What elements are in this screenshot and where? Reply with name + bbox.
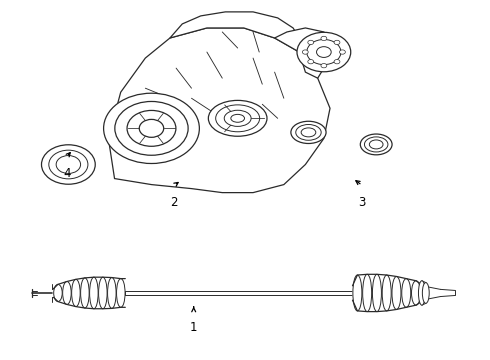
- Circle shape: [103, 93, 199, 163]
- Circle shape: [307, 40, 341, 64]
- Ellipse shape: [63, 282, 71, 305]
- Circle shape: [49, 150, 88, 179]
- Ellipse shape: [353, 275, 362, 311]
- Polygon shape: [108, 28, 330, 193]
- Ellipse shape: [72, 279, 80, 307]
- Ellipse shape: [216, 105, 260, 132]
- Text: 2: 2: [171, 196, 178, 209]
- Ellipse shape: [231, 114, 245, 122]
- Ellipse shape: [363, 274, 371, 312]
- Circle shape: [139, 120, 164, 137]
- Circle shape: [308, 40, 314, 45]
- Ellipse shape: [296, 125, 321, 140]
- Ellipse shape: [301, 128, 316, 137]
- Circle shape: [334, 59, 340, 64]
- Text: 1: 1: [190, 320, 197, 334]
- Ellipse shape: [291, 121, 326, 144]
- Ellipse shape: [208, 100, 267, 136]
- Circle shape: [308, 59, 314, 64]
- Ellipse shape: [117, 279, 125, 307]
- Circle shape: [115, 102, 188, 155]
- Ellipse shape: [90, 277, 98, 309]
- Ellipse shape: [81, 278, 89, 308]
- Circle shape: [302, 50, 308, 54]
- Ellipse shape: [418, 281, 425, 305]
- Ellipse shape: [360, 134, 392, 155]
- Ellipse shape: [365, 137, 388, 152]
- Circle shape: [340, 50, 345, 54]
- Circle shape: [56, 156, 80, 174]
- Circle shape: [317, 47, 331, 58]
- Polygon shape: [352, 274, 421, 312]
- Ellipse shape: [224, 110, 251, 126]
- Ellipse shape: [372, 274, 381, 312]
- Polygon shape: [170, 12, 299, 38]
- Ellipse shape: [369, 140, 383, 149]
- Text: 3: 3: [359, 196, 366, 209]
- Circle shape: [42, 145, 95, 184]
- Ellipse shape: [422, 283, 429, 303]
- Ellipse shape: [108, 278, 116, 309]
- Circle shape: [127, 111, 176, 146]
- Circle shape: [334, 40, 340, 45]
- Circle shape: [297, 32, 351, 72]
- Circle shape: [321, 36, 327, 41]
- Text: 4: 4: [63, 167, 71, 180]
- Polygon shape: [53, 277, 125, 309]
- Circle shape: [321, 63, 327, 68]
- Ellipse shape: [382, 275, 391, 311]
- Ellipse shape: [98, 277, 107, 309]
- Ellipse shape: [412, 281, 420, 305]
- Ellipse shape: [392, 276, 401, 310]
- Ellipse shape: [54, 284, 62, 302]
- Ellipse shape: [402, 279, 411, 307]
- Polygon shape: [274, 28, 336, 78]
